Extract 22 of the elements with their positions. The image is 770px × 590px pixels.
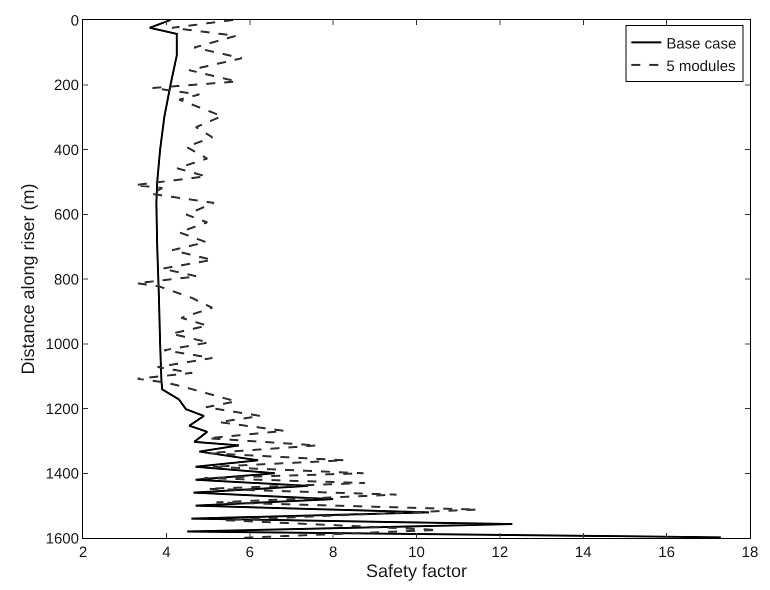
x-tick-label: 2: [78, 544, 88, 561]
y-tick-label: 1400: [46, 466, 79, 482]
y-tick-label: 800: [54, 271, 79, 288]
y-tick-label: 200: [54, 77, 79, 94]
legend-label: Base case: [666, 35, 736, 52]
x-tick-label: 4: [162, 544, 171, 561]
x-tick-label: 10: [408, 544, 425, 561]
x-tick-label: 6: [246, 544, 254, 561]
x-axis-title: Safety factor: [366, 561, 468, 582]
y-tick-label: 1200: [46, 400, 79, 418]
y-tick-label: 0: [70, 12, 79, 30]
x-tick-label: 16: [658, 544, 675, 561]
x-tick-label: 14: [574, 544, 592, 561]
x-tick-label: 8: [328, 544, 338, 561]
x-tick-label: 18: [742, 544, 758, 561]
legend-label: 5 modules: [666, 58, 736, 75]
y-tick-label: 1000: [46, 336, 79, 353]
y-axis-title: Distance along riser (m): [18, 183, 38, 375]
y-tick-label: 400: [54, 142, 79, 159]
y-tick-label: 600: [54, 206, 79, 224]
x-tick-label: 12: [492, 544, 508, 561]
y-tick-label: 1600: [46, 530, 79, 548]
